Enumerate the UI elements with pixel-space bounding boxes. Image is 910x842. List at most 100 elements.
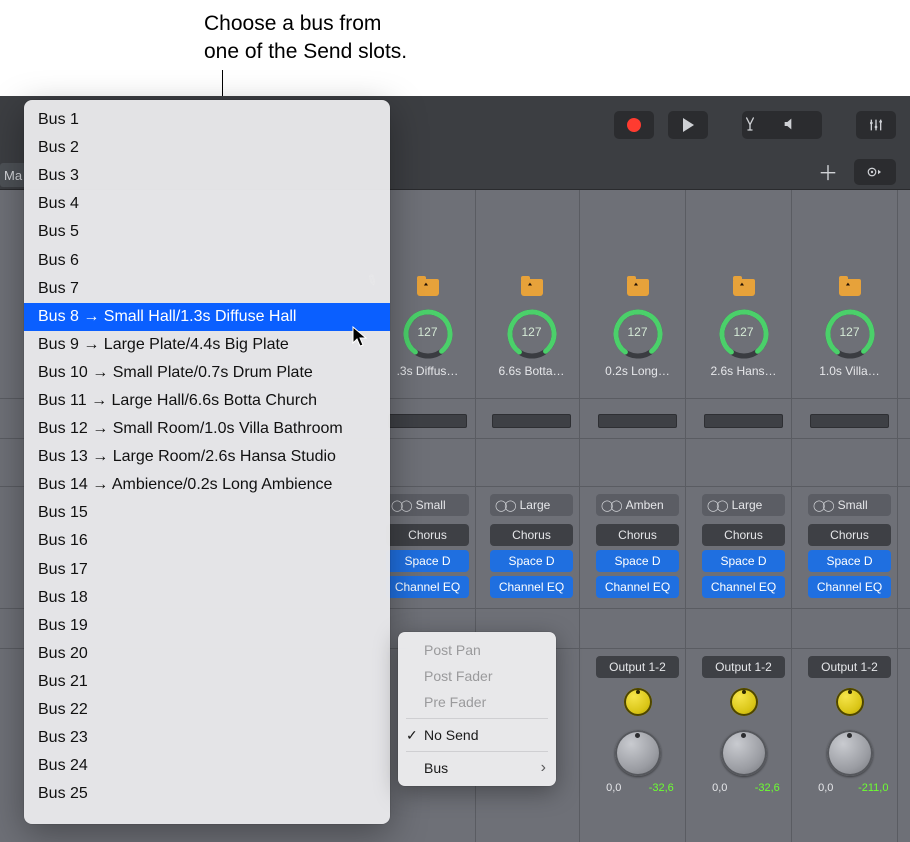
bus-menu-item[interactable]: Bus 22 <box>24 696 390 724</box>
bus-menu-item[interactable]: Bus 15 <box>24 499 390 527</box>
more-menu-button[interactable] <box>854 159 896 185</box>
output-slot[interactable]: Output 1-2 <box>596 656 679 678</box>
bus-menu-item[interactable]: Bus 19 <box>24 612 390 640</box>
output-slot[interactable]: Output 1-2 <box>808 656 891 678</box>
context-menu-item[interactable]: No Send <box>398 722 556 748</box>
bus-menu-item[interactable]: Bus 21 <box>24 668 390 696</box>
output-slot[interactable]: Output 1-2 <box>702 656 785 678</box>
mini-meter <box>810 414 889 428</box>
insert-slot[interactable]: Chorus <box>386 524 469 546</box>
level-value-right: -32,6 <box>638 782 686 802</box>
bus-menu-item[interactable]: Bus 4 <box>24 190 390 218</box>
send-slot-context-menu[interactable]: Post PanPost FaderPre FaderNo SendBus <box>398 632 556 786</box>
gain-knob[interactable]: 127 <box>612 308 664 360</box>
insert-slot[interactable]: Space D <box>490 550 573 572</box>
mini-meter <box>598 414 677 428</box>
send-output-slot[interactable]: ◯◯Small <box>386 494 469 516</box>
bus-menu-item[interactable]: Bus 5 <box>24 218 390 246</box>
patch-row[interactable] <box>590 274 685 300</box>
speaker-button[interactable] <box>782 116 822 135</box>
insert-slot[interactable]: Chorus <box>596 524 679 546</box>
level-readout: 0,0-32,6 <box>590 782 685 802</box>
insert-slot[interactable]: Space D <box>596 550 679 572</box>
bus-menu-item[interactable]: Bus 16 <box>24 527 390 555</box>
master-label[interactable]: Ma <box>0 163 26 187</box>
patch-row[interactable] <box>484 274 579 300</box>
insert-slot[interactable]: Channel EQ <box>386 576 469 598</box>
bus-menu-item[interactable]: Bus 8 → Small Hall/1.3s Diffuse Hall <box>24 303 390 331</box>
add-track-button[interactable]: ＋ <box>812 159 844 185</box>
context-menu-item: Pre Fader <box>398 689 556 715</box>
send-output-slot[interactable]: ◯◯Small <box>808 494 891 516</box>
gain-knob[interactable]: 127 <box>824 308 876 360</box>
level-value-right: -32,6 <box>744 782 792 802</box>
send-output-slot[interactable]: ◯◯Large <box>702 494 785 516</box>
bus-menu-item[interactable]: Bus 2 <box>24 134 390 162</box>
bus-menu-item[interactable]: Bus 20 <box>24 640 390 668</box>
bus-menu-item[interactable]: Bus 14 → Ambience/0.2s Long Ambience <box>24 471 390 499</box>
insert-slot[interactable]: Space D <box>702 550 785 572</box>
decode-knob-row: 127 2.6s Hans… <box>696 308 791 388</box>
channel-strip: 127 2.6s Hans… ◯◯Large Chorus Space D Channe… <box>696 190 792 842</box>
bus-menu-item[interactable]: Bus 23 <box>24 724 390 752</box>
insert-slot[interactable]: Channel EQ <box>702 576 785 598</box>
patch-row[interactable] <box>802 274 897 300</box>
gain-value: 127 <box>718 325 770 339</box>
bus-menu-item[interactable]: Bus 9 → Large Plate/4.4s Big Plate <box>24 331 390 359</box>
volume-rotary[interactable] <box>696 730 791 776</box>
bus-menu-item[interactable]: Bus 13 → Large Room/2.6s Hansa Studio <box>24 443 390 471</box>
insert-slot[interactable]: Channel EQ <box>490 576 573 598</box>
pan-knob[interactable] <box>590 688 685 716</box>
send-output-slot[interactable]: ◯◯Large <box>490 494 573 516</box>
bus-menu-item[interactable]: Bus 25 <box>24 780 390 808</box>
stereo-icon: ◯◯ <box>495 499 514 512</box>
bus-submenu-popup[interactable]: Bus 1Bus 2Bus 3Bus 4Bus 5Bus 6Bus 7Bus 8… <box>24 100 390 824</box>
gain-value: 127 <box>402 325 454 339</box>
insert-slot[interactable]: Chorus <box>808 524 891 546</box>
insert-slot[interactable]: Channel EQ <box>596 576 679 598</box>
decode-label: .3s Diffus… <box>380 364 475 378</box>
pan-knob[interactable] <box>802 688 897 716</box>
insert-slot[interactable]: Chorus <box>490 524 573 546</box>
volume-rotary[interactable] <box>590 730 685 776</box>
mixer-button[interactable] <box>856 111 896 139</box>
send-output-label: Large <box>732 498 785 512</box>
decode-label: 2.6s Hans… <box>696 364 791 378</box>
tuning-fork-button[interactable] <box>742 116 782 135</box>
bus-menu-item[interactable]: Bus 17 <box>24 556 390 584</box>
insert-slot[interactable]: Chorus <box>702 524 785 546</box>
insert-slot[interactable]: Channel EQ <box>808 576 891 598</box>
bus-menu-item[interactable]: Bus 24 <box>24 752 390 780</box>
insert-slots: Chorus Space D Channel EQ <box>490 524 573 602</box>
record-button[interactable] <box>614 111 654 139</box>
gain-value: 127 <box>612 325 664 339</box>
folder-icon <box>627 279 649 296</box>
stereo-icon: ◯◯ <box>391 499 410 512</box>
bus-menu-item[interactable]: Bus 12 → Small Room/1.0s Villa Bathroom <box>24 415 390 443</box>
insert-slots: Chorus Space D Channel EQ <box>808 524 891 602</box>
context-menu-item: Post Fader <box>398 663 556 689</box>
bus-menu-item[interactable]: Bus 1 <box>24 106 390 134</box>
insert-slot[interactable]: Space D <box>386 550 469 572</box>
bus-menu-item[interactable]: Bus 6 <box>24 246 390 274</box>
gain-knob[interactable]: 127 <box>402 308 454 360</box>
play-button[interactable] <box>668 111 708 139</box>
bus-menu-item[interactable]: Bus 18 <box>24 584 390 612</box>
stereo-icon: ◯◯ <box>813 499 832 512</box>
gain-knob[interactable]: 127 <box>718 308 770 360</box>
bus-menu-item[interactable]: Bus 7 <box>24 275 390 303</box>
patch-row[interactable]: ✎ <box>380 274 475 300</box>
context-menu-item-bus[interactable]: Bus <box>398 755 556 781</box>
patch-row[interactable] <box>696 274 791 300</box>
volume-rotary[interactable] <box>802 730 897 776</box>
bus-menu-item[interactable]: Bus 3 <box>24 162 390 190</box>
insert-slot[interactable]: Space D <box>808 550 891 572</box>
decode-knob-row: 127 0.2s Long… <box>590 308 685 388</box>
channel-strip: 127 1.0s Villa…◯◯SmallChorusSpace DChann… <box>802 190 898 842</box>
gain-knob[interactable]: 127 <box>506 308 558 360</box>
pan-knob[interactable] <box>696 688 791 716</box>
bus-menu-item[interactable]: Bus 10 → Small Plate/0.7s Drum Plate <box>24 359 390 387</box>
level-readout: 0,0-32,6 <box>696 782 791 802</box>
send-output-slot[interactable]: ◯◯Amben <box>596 494 679 516</box>
bus-menu-item[interactable]: Bus 11 → Large Hall/6.6s Botta Church <box>24 387 390 415</box>
